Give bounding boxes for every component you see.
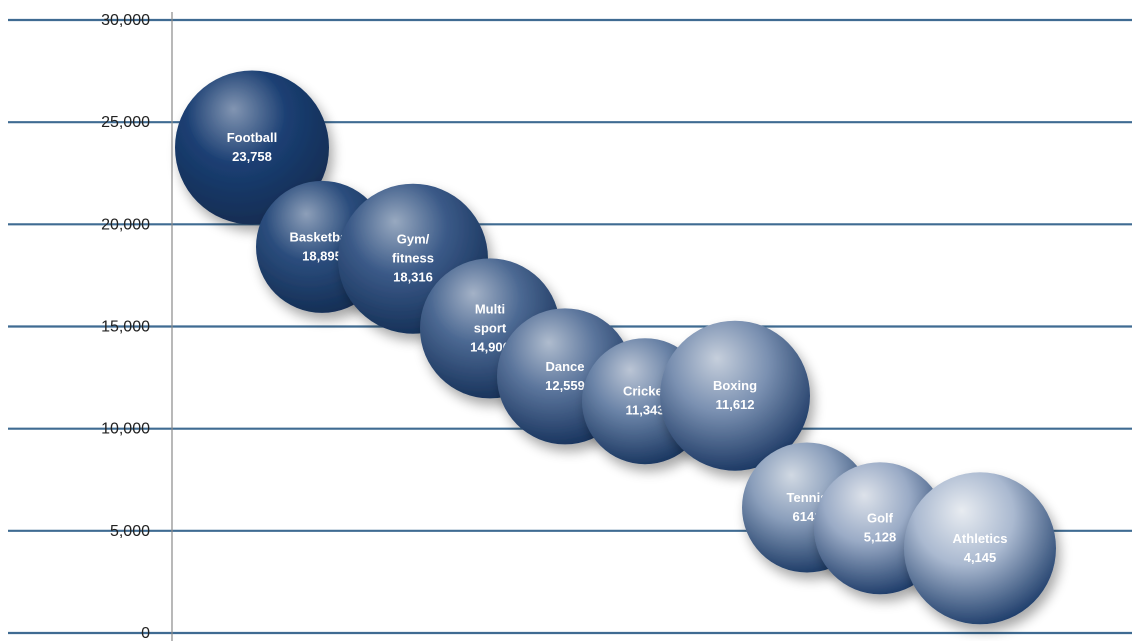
bubble-mark	[904, 472, 1056, 625]
y-tick-label: 0	[141, 625, 150, 641]
bubble-label: Boxing 11,612	[713, 378, 757, 412]
y-tick-label: 25,000	[101, 114, 150, 131]
bubble-label: Football 23,758	[227, 130, 278, 164]
bubble-label: Cricket 11,343	[623, 384, 668, 418]
bubble-label: Multi sport 14,906	[470, 301, 510, 354]
bubble-label: Tennis 6141	[787, 490, 828, 524]
bubble-boxing: Boxing 11,612	[660, 320, 810, 471]
bubble-label: Basketball 18,895	[289, 229, 354, 263]
y-tick-label: 5,000	[110, 523, 150, 540]
bubble-mark	[175, 70, 329, 225]
y-axis: 0 5,000 10,000 15,000 20,000 25,000 30,000	[101, 12, 173, 641]
bubble-football: Football 23,758	[175, 70, 329, 225]
bubble-label: Golf 5,128	[864, 511, 897, 545]
bubble-label: Dance 12,559	[545, 359, 585, 393]
y-tick-label: 30,000	[101, 12, 150, 29]
bubble-mark	[660, 320, 810, 471]
y-tick-label: 20,000	[101, 216, 150, 233]
bubble-label: Athletics 4,145	[953, 531, 1008, 565]
bubbles: Football 23,758 Basketball 18,895 Gym/fitnes…	[175, 70, 1056, 625]
bubble-athletics: Athletics 4,145	[904, 472, 1056, 625]
y-tick-label: 10,000	[101, 421, 150, 438]
y-tick-label: 15,000	[101, 319, 150, 336]
bubble-label: Gym/fitness 18,316	[392, 232, 434, 285]
